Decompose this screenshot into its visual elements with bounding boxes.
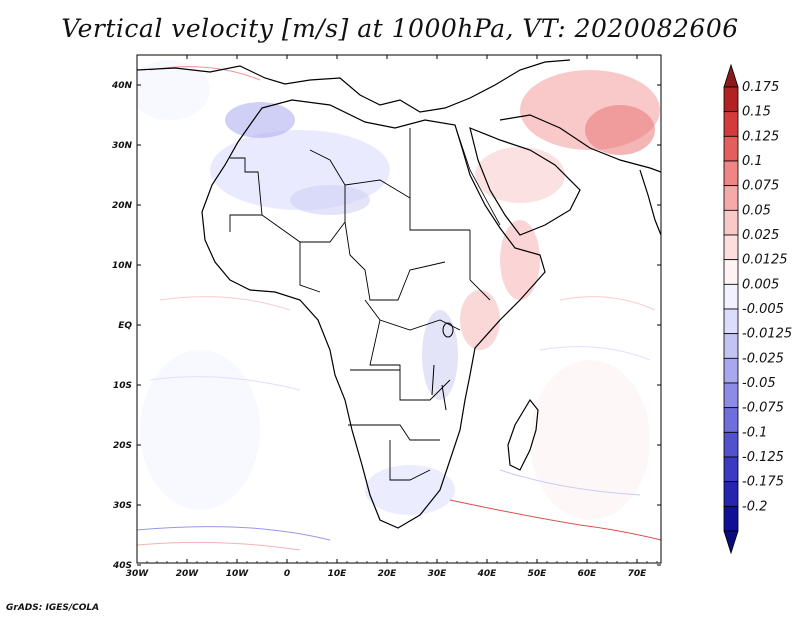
lon-tick-label: 70E — [628, 569, 648, 579]
colorbar-swatch — [723, 160, 739, 187]
colorbar-label: 0.15 — [742, 105, 771, 120]
lat-tick-label: 20N — [112, 201, 133, 211]
lat-tick-label: 20S — [113, 441, 132, 451]
colorbar-label: 0.075 — [742, 179, 779, 194]
colorbar-label: -0.025 — [742, 351, 784, 366]
vertical-velocity-field — [137, 60, 661, 551]
colorbar-swatch — [723, 333, 739, 359]
credit-text: GrADS: IGES/COLA — [6, 603, 100, 613]
colorbar-swatch — [723, 234, 739, 261]
colorbar-label: -0.125 — [742, 450, 784, 465]
latitude-axis: 40N 30N 20N 10N EQ 10S 20S 30S 40S — [111, 81, 661, 571]
colorbar-label: -0.075 — [742, 401, 784, 416]
colorbar-swatch — [723, 357, 739, 384]
colorbar: 0.175 0.15 0.125 0.1 0.075 0.05 0.025 0.0125 0.0… — [723, 63, 792, 555]
colorbar-swatch — [723, 505, 739, 532]
colorbar-label: -0.05 — [742, 376, 776, 391]
lon-tick-label: 40E — [477, 569, 498, 579]
colorbar-swatch — [723, 86, 739, 113]
lon-tick-label: 10E — [328, 569, 348, 579]
colorbar-label: 0.05 — [742, 203, 771, 218]
lon-tick-label: 10W — [226, 569, 250, 579]
lon-tick-label: 50E — [528, 569, 548, 579]
colorbar-label: -0.005 — [742, 302, 784, 317]
colorbar-swatch — [723, 308, 739, 335]
lat-tick-label: 10N — [112, 261, 133, 271]
lon-tick-label: 0 — [284, 569, 290, 579]
colorbar-label: -0.0125 — [742, 327, 792, 342]
lat-tick-label: 40N — [111, 81, 133, 91]
colorbar-label: 0.025 — [742, 228, 779, 243]
colorbar-label: -0.175 — [742, 475, 784, 490]
colorbar-label: 0.175 — [742, 80, 779, 95]
lat-tick-label: 30N — [112, 141, 133, 151]
map-frame — [136, 54, 662, 564]
colorbar-swatch — [723, 259, 739, 285]
lat-tick-label: 30S — [113, 501, 132, 511]
lakes — [431, 322, 454, 411]
colorbar-swatch — [723, 382, 739, 409]
colorbar-label: 0.0125 — [742, 253, 788, 268]
colorbar-swatch — [723, 111, 739, 137]
longitude-axis: 30W 20W 10W 0 10E 20E 30E 40E 50E 60E 70E — [126, 55, 658, 579]
lon-tick-label: 60E — [578, 569, 598, 579]
colorbar-swatch — [723, 456, 739, 483]
colorbar-swatch — [723, 135, 739, 162]
lon-tick-label: 30E — [428, 569, 448, 579]
lat-tick-label: EQ — [118, 321, 132, 331]
colorbar-swatch — [723, 185, 739, 211]
colorbar-label: 0.005 — [742, 277, 779, 292]
colorbar-swatch — [723, 431, 739, 458]
colorbar-label: -0.1 — [742, 425, 767, 440]
colorbar-swatch — [723, 407, 739, 433]
coastlines — [137, 59, 661, 529]
lon-tick-label: 30W — [126, 569, 150, 579]
colorbar-label: 0.125 — [742, 129, 779, 144]
colorbar-bottom-arrow — [723, 530, 739, 555]
colorbar-label: 0.1 — [742, 154, 763, 169]
colorbar-swatch — [723, 209, 739, 236]
lon-tick-label: 20E — [378, 569, 398, 579]
colorbar-top-arrow — [723, 63, 739, 88]
colorbar-label: -0.2 — [742, 499, 767, 514]
chart-title: Vertical velocity [m/s] at 1000hPa, VT: … — [61, 14, 739, 43]
lon-tick-label: 20W — [176, 569, 200, 579]
lat-tick-label: 40S — [112, 561, 132, 571]
lat-tick-label: 10S — [113, 381, 132, 391]
colorbar-swatch — [723, 283, 739, 310]
colorbar-swatch — [723, 481, 739, 507]
